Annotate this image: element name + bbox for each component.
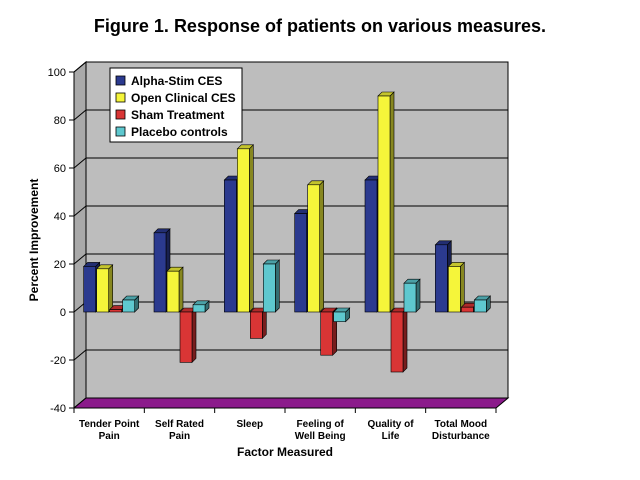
x-tick-label: Quality of bbox=[367, 419, 414, 430]
bar-side bbox=[389, 91, 395, 313]
legend-swatch bbox=[115, 75, 126, 86]
bar-front bbox=[320, 311, 333, 356]
bar bbox=[332, 307, 351, 323]
y-tick-label: 60 bbox=[54, 163, 66, 175]
bar-side bbox=[249, 144, 254, 313]
bar bbox=[262, 259, 281, 313]
bar-front bbox=[109, 309, 122, 313]
bar bbox=[473, 295, 492, 313]
bar-front bbox=[237, 148, 250, 313]
bar bbox=[166, 266, 184, 313]
legend-swatch bbox=[115, 126, 126, 137]
bar-side bbox=[275, 259, 280, 313]
bar-front bbox=[403, 282, 417, 313]
x-tick-label: Total Mood bbox=[435, 419, 488, 430]
y-axis-title: Percent Improvement bbox=[27, 179, 41, 302]
bar bbox=[377, 91, 395, 313]
y-tick-label: -40 bbox=[50, 403, 66, 415]
x-tick-label: Disturbance bbox=[432, 431, 490, 442]
legend-label: Placebo controls bbox=[131, 125, 228, 139]
gridline bbox=[73, 61, 508, 73]
bar bbox=[447, 261, 466, 313]
legend-swatch bbox=[115, 109, 126, 120]
bar-front bbox=[377, 95, 391, 313]
bar-side bbox=[415, 278, 421, 313]
y-tick-label: 80 bbox=[54, 115, 66, 127]
plot-floor bbox=[72, 397, 510, 409]
x-tick-label: Tender Point bbox=[79, 419, 140, 430]
bar-front bbox=[263, 263, 276, 313]
bar-front bbox=[448, 266, 461, 313]
bar bbox=[306, 180, 325, 313]
x-tick-label: Pain bbox=[169, 431, 190, 442]
bar-front bbox=[294, 213, 307, 313]
bar-front bbox=[461, 306, 474, 313]
x-axis-title: Factor Measured bbox=[237, 445, 333, 459]
bar bbox=[121, 295, 140, 313]
y-tick-label: 40 bbox=[54, 211, 66, 223]
bar-front bbox=[192, 304, 206, 313]
bar-front bbox=[390, 311, 404, 373]
bar-front bbox=[333, 311, 346, 322]
bar-front bbox=[153, 232, 167, 313]
legend-label: Open Clinical CES bbox=[131, 91, 236, 105]
x-tick-label: Pain bbox=[99, 431, 120, 442]
bar bbox=[179, 307, 197, 364]
bar bbox=[236, 144, 255, 313]
legend: Alpha-Stim CES Open Clinical CES Sham Trea… bbox=[109, 67, 243, 143]
gridline bbox=[73, 157, 508, 169]
bar-front bbox=[179, 311, 193, 363]
bar-front bbox=[474, 299, 487, 313]
bar-side bbox=[262, 307, 267, 340]
bar-front bbox=[83, 266, 96, 313]
bar-front bbox=[435, 244, 448, 313]
bar bbox=[390, 307, 408, 373]
x-tick-label: Self Rated bbox=[155, 419, 204, 430]
legend-swatch bbox=[115, 92, 126, 103]
chart-title: Figure 1. Response of patients on variou… bbox=[93, 16, 547, 36]
plot-side-wall bbox=[73, 60, 87, 410]
bar-front bbox=[224, 179, 237, 313]
legend-label: Sham Treatment bbox=[131, 108, 224, 122]
bar-side bbox=[319, 180, 324, 313]
bar bbox=[249, 307, 268, 340]
y-tick-label: 20 bbox=[54, 259, 66, 271]
x-tick-label: Sleep bbox=[236, 419, 263, 430]
y-tick-label: 0 bbox=[60, 307, 66, 319]
gridline bbox=[73, 109, 508, 121]
bar-front bbox=[364, 179, 378, 313]
y-tick-label: 100 bbox=[48, 67, 66, 79]
bar bbox=[192, 300, 210, 313]
bar-side bbox=[402, 307, 408, 373]
x-tick-label: Feeling of bbox=[297, 419, 345, 430]
bar-front bbox=[166, 270, 180, 313]
x-tick-label: Life bbox=[382, 431, 400, 442]
gridline bbox=[73, 349, 508, 361]
bar-side bbox=[108, 264, 113, 313]
legend-box bbox=[109, 67, 243, 143]
bar-front bbox=[96, 268, 109, 313]
x-tick-label: Well Being bbox=[295, 431, 346, 442]
bar-front bbox=[250, 311, 263, 339]
bar-side bbox=[178, 266, 184, 313]
bar-front bbox=[122, 299, 135, 313]
bar-side bbox=[191, 307, 197, 364]
bar bbox=[95, 264, 114, 313]
y-tick-label: -20 bbox=[50, 355, 66, 367]
legend-label: Alpha-Stim CES bbox=[131, 74, 222, 88]
bar bbox=[403, 278, 421, 313]
bars bbox=[82, 91, 492, 373]
bar-front bbox=[307, 184, 320, 313]
